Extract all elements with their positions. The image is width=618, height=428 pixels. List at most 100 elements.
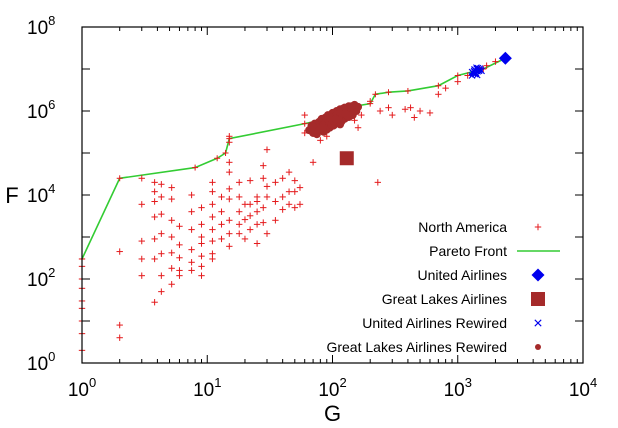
- north-america-point: [296, 184, 304, 191]
- north-america-point: [260, 175, 267, 182]
- legend: North America Pareto Front United Airlines…: [326, 219, 560, 355]
- north-america-point: [151, 255, 158, 263]
- x-tick-label: 100: [68, 375, 96, 401]
- legend-label: United Airlines Rewired: [362, 315, 507, 331]
- legend-label: Great Lakes Airlines Rewired: [326, 339, 507, 355]
- north-america-point: [209, 213, 216, 221]
- north-america-point: [188, 191, 195, 199]
- north-america-point: [151, 198, 158, 205]
- north-america-point: [301, 111, 308, 119]
- north-america-point: [198, 221, 205, 228]
- north-america-point: [358, 111, 365, 119]
- united-airlines-point: [498, 51, 512, 65]
- north-america-point: [151, 235, 158, 243]
- north-america-point: [272, 179, 279, 186]
- north-america-point: [198, 252, 205, 260]
- north-america-point: [279, 193, 286, 201]
- x-tick-label: 102: [318, 375, 346, 401]
- north-america-point: [279, 206, 286, 213]
- north-america-point: [218, 235, 225, 243]
- north-america-point: [226, 230, 233, 237]
- north-america-point: [263, 146, 271, 153]
- north-america-point: [296, 201, 304, 208]
- north-america-point: [253, 221, 261, 228]
- north-america-point: [260, 219, 267, 226]
- north-america-point: [246, 212, 254, 219]
- north-america-point: [158, 230, 165, 237]
- north-america-point: [198, 204, 205, 211]
- great-lakes-rewired-point: [331, 115, 340, 124]
- great-lakes-rewired-series: [305, 100, 363, 139]
- north-america-point: [253, 198, 261, 205]
- north-america-point: [285, 201, 293, 208]
- north-america-point: [454, 78, 461, 85]
- north-america-point: [236, 221, 243, 228]
- north-america-point: [246, 177, 254, 184]
- great-lakes-rewired-point: [347, 102, 356, 111]
- north-america-point: [354, 124, 362, 131]
- pareto-vertex-point: [192, 164, 199, 171]
- north-america-point: [151, 188, 158, 195]
- north-america-point: [188, 259, 195, 266]
- north-america-point: [367, 98, 374, 105]
- north-america-point: [116, 321, 123, 329]
- north-america-point: [291, 177, 298, 184]
- north-america-point: [218, 221, 225, 228]
- north-america-point: [226, 217, 233, 224]
- great-lakes-airlines-point: [339, 151, 354, 166]
- legend-swatch: [534, 223, 542, 231]
- north-america-point: [407, 104, 414, 111]
- north-america-point: [411, 114, 418, 121]
- north-america-point: [226, 168, 233, 176]
- y-tick-label: 108: [27, 13, 55, 39]
- north-america-point: [241, 235, 249, 243]
- north-america-point: [426, 109, 434, 117]
- pareto-vertex-point: [404, 87, 411, 94]
- airline-markers: [339, 51, 512, 166]
- north-america-point: [226, 139, 233, 146]
- pareto-vertex-point: [385, 89, 392, 96]
- y-tick-label: 104: [27, 181, 55, 207]
- pareto-vertex-point: [435, 82, 442, 89]
- north-america-point: [188, 226, 195, 233]
- pareto-vertex-point: [214, 155, 221, 162]
- north-america-point: [168, 281, 175, 288]
- north-america-point: [317, 137, 324, 144]
- north-america-point: [168, 249, 175, 257]
- north-america-point: [188, 246, 195, 253]
- north-america-point: [272, 198, 279, 205]
- north-america-point: [226, 243, 233, 250]
- united-rewired-point: [473, 71, 481, 79]
- legend-entry: United Airlines: [418, 267, 545, 283]
- north-america-point: [176, 254, 183, 261]
- legend-swatch: [534, 319, 542, 327]
- north-america-point: [209, 179, 216, 186]
- north-america-point: [176, 241, 183, 249]
- united-rewired-series: [468, 64, 485, 79]
- north-america-point: [253, 240, 261, 247]
- north-america-point: [236, 208, 243, 215]
- north-america-point: [198, 240, 205, 247]
- legend-label: Pareto Front: [429, 243, 507, 259]
- pareto-vertex-point: [116, 175, 123, 182]
- y-tick-label: 106: [27, 97, 55, 123]
- legend-label: United Airlines: [418, 267, 508, 283]
- north-america-point: [374, 179, 382, 186]
- north-america-point: [116, 334, 123, 341]
- north-america-point: [158, 193, 165, 201]
- north-america-point: [151, 213, 158, 221]
- north-america-point: [168, 184, 175, 191]
- north-america-point: [138, 237, 145, 245]
- pareto-vertex-point: [454, 72, 461, 79]
- north-america-point: [138, 272, 145, 279]
- tick-labels: 100 101 102 103 104 100 102 104 106 108: [27, 13, 597, 401]
- north-america-point: [209, 237, 216, 245]
- north-america-point: [209, 201, 216, 208]
- legend-swatch: [531, 268, 545, 282]
- legend-entry: North America: [418, 219, 542, 235]
- north-america-point: [253, 208, 261, 215]
- north-america-point: [226, 133, 233, 140]
- north-america-point: [442, 84, 449, 92]
- legend-entry: Pareto Front: [429, 243, 560, 259]
- north-america-point: [138, 201, 145, 208]
